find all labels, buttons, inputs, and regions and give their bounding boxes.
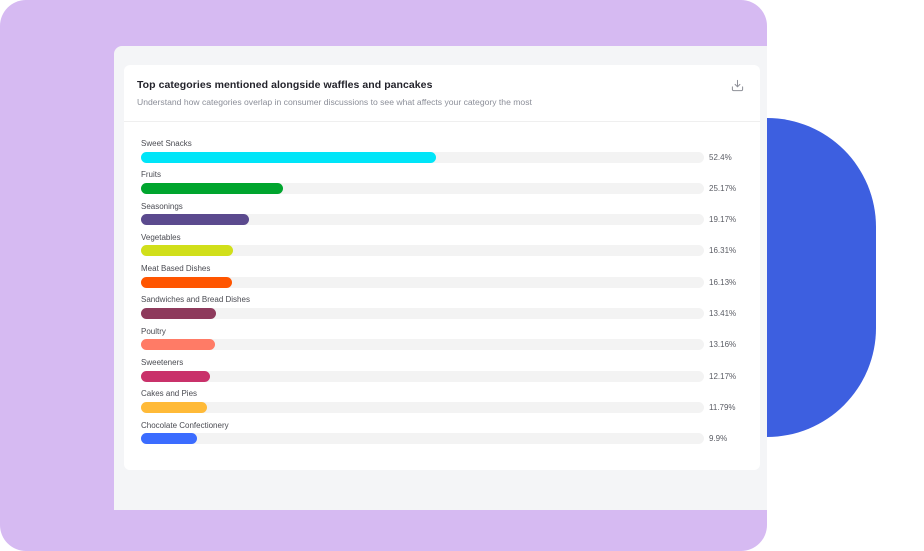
card-title: Top categories mentioned alongside waffl…	[137, 79, 433, 91]
download-button[interactable]	[729, 77, 745, 93]
bar-fill[interactable]	[141, 339, 216, 351]
bar-row: Seasonings 19.17%	[141, 202, 751, 233]
bar-label: Fruits	[141, 170, 161, 180]
bar-row: Sandwiches and Bread Dishes 13.41%	[141, 295, 751, 326]
bar-fill[interactable]	[141, 370, 210, 382]
bar-track	[141, 307, 704, 319]
bar-value: 19.17%	[709, 215, 737, 225]
bar-label: Seasonings	[141, 201, 183, 211]
bar-value: 13.16%	[709, 340, 737, 350]
bar-label: Cakes and Pies	[141, 389, 198, 399]
bar-fill[interactable]	[141, 151, 436, 163]
horizontal-bar-chart: Sweet Snacks 52.4% Fruits 25.17% Seasonings 1…	[141, 139, 751, 452]
bar-row: Chocolate Confectionery 9.9%	[141, 421, 751, 452]
download-icon	[731, 79, 743, 91]
bar-track	[141, 433, 704, 445]
bar-value: 16.13%	[709, 277, 737, 287]
bar-value: 12.17%	[709, 371, 737, 381]
bar-label: Sandwiches and Bread Dishes	[141, 295, 250, 305]
chart-card: Top categories mentioned alongside waffl…	[124, 65, 760, 470]
decorative-half-circle	[767, 118, 876, 437]
bar-fill[interactable]	[141, 214, 249, 226]
bar-track	[141, 182, 704, 194]
card-header: Top categories mentioned alongside waffl…	[124, 65, 760, 122]
bar-value: 52.4%	[709, 152, 732, 162]
bar-row: Sweet Snacks 52.4%	[141, 139, 751, 170]
bar-label: Vegetables	[141, 232, 181, 242]
bar-value: 9.9%	[709, 434, 728, 444]
bar-row: Sweeteners 12.17%	[141, 358, 751, 389]
bar-fill[interactable]	[141, 182, 283, 194]
bar-track	[141, 214, 704, 226]
bar-label: Meat Based Dishes	[141, 264, 211, 274]
bar-fill[interactable]	[141, 401, 208, 413]
bar-track	[141, 276, 704, 288]
bar-row: Vegetables 16.31%	[141, 233, 751, 264]
bar-label: Sweeteners	[141, 358, 184, 368]
bar-row: Poultry 13.16%	[141, 327, 751, 358]
bar-value: 13.41%	[709, 308, 737, 318]
bar-row: Fruits 25.17%	[141, 170, 751, 201]
bar-track	[141, 370, 704, 382]
bar-label: Sweet Snacks	[141, 139, 192, 148]
bar-fill[interactable]	[141, 276, 232, 288]
bar-value: 11.79%	[709, 402, 736, 412]
bar-fill[interactable]	[141, 433, 197, 445]
bar-row: Meat Based Dishes 16.13%	[141, 264, 751, 295]
bar-track	[141, 151, 704, 163]
bar-fill[interactable]	[141, 307, 217, 319]
bar-value: 25.17%	[709, 183, 737, 193]
bar-track	[141, 245, 704, 257]
card-subtitle: Understand how categories overlap in con…	[137, 97, 532, 107]
bar-label: Chocolate Confectionery	[141, 420, 229, 430]
bar-label: Poultry	[141, 326, 166, 336]
bar-fill[interactable]	[141, 245, 233, 257]
bar-row: Cakes and Pies 11.79%	[141, 389, 751, 420]
bar-track	[141, 339, 704, 351]
bar-value: 16.31%	[709, 246, 737, 256]
bar-track	[141, 401, 704, 413]
